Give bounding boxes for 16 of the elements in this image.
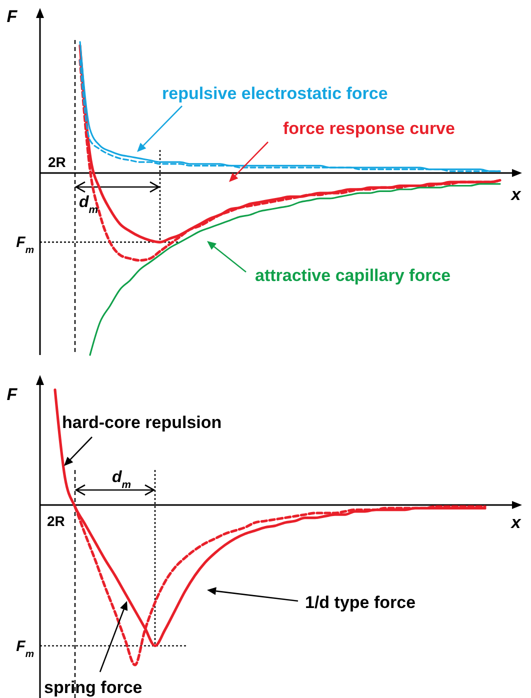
annotation: hard-core repulsion bbox=[62, 413, 222, 432]
y-axis-title: F bbox=[6, 7, 18, 26]
annotation: 2R bbox=[47, 513, 65, 529]
x-axis-title: x bbox=[510, 513, 522, 532]
annotation: 2R bbox=[48, 154, 66, 170]
ref-line-label: F$_{m}$ bbox=[16, 234, 34, 256]
text: repulsive electrostatic force bbox=[162, 84, 388, 103]
text: attractive capillary force bbox=[255, 266, 451, 285]
annotation: d$_{m}$ bbox=[112, 469, 132, 490]
annotation: 1/d type force bbox=[305, 593, 416, 612]
text: force response curve bbox=[283, 119, 455, 138]
annotation: d$_{m}$ bbox=[79, 194, 98, 216]
y-axis-title: F bbox=[6, 385, 18, 404]
ref-line-label: F$_{m}$ bbox=[16, 638, 34, 660]
text: spring force bbox=[44, 678, 142, 697]
x-axis-title: x bbox=[510, 185, 522, 204]
